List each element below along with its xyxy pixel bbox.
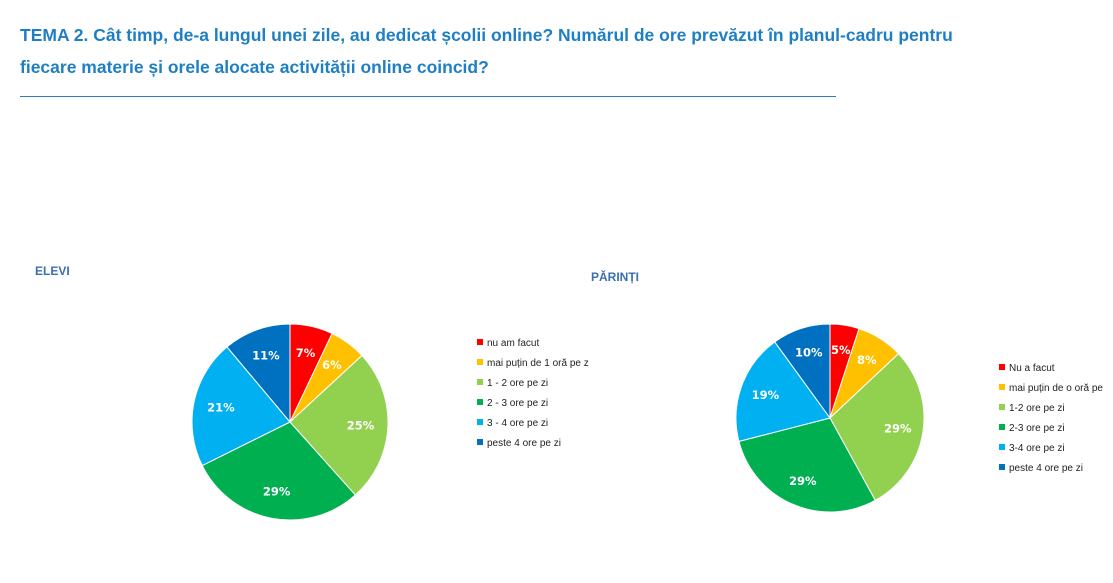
elevi-slice-3-4-ore-pe-zi <box>191 346 291 467</box>
parinti-slice-1-2-ore-pe-zi <box>829 352 925 502</box>
parinti-slice-2-3-ore-pe-zi <box>738 417 876 513</box>
parinti-legend-item-3-4-ore-pe-zi: 3-4 ore pe zi <box>999 439 1103 459</box>
parinti-slice-peste-4-ore-pe-zi <box>774 323 831 420</box>
parinti-legend-swatch <box>999 384 1005 390</box>
parinti-legend-swatch <box>999 464 1005 470</box>
elevi-slice-peste-4-ore-pe-zi <box>226 323 291 424</box>
parinti-legend-label: 1-2 ore pe zi <box>1009 403 1065 414</box>
page-title-line-1: TEMA 2. Cât timp, de-a lungul unei zile,… <box>20 25 953 45</box>
elevi-legend-label: 1 - 2 ore pe zi <box>487 378 549 389</box>
elevi-chart-title: ELEVI <box>35 264 70 278</box>
parinti-legend-swatch <box>999 364 1005 370</box>
elevi-legend-item-2-3-ore-pe-zi: 2 - 3 ore pe zi <box>477 394 589 414</box>
parinti-legend-item-nu-a-facut: Nu a facut <box>999 359 1103 379</box>
parinti-data-label-peste-4-ore-pe-zi: 10% <box>795 346 823 360</box>
parinti-legend-item-2-3-ore-pe-zi: 2-3 ore pe zi <box>999 419 1103 439</box>
elevi-legend-label: 3 - 4 ore pe zi <box>487 418 549 429</box>
elevi-legend: nu am facut mai puțin de 1 oră pe zi 1 - 2… <box>477 334 589 454</box>
elevi-data-label-mai-putin-de-1-ora-pe-zi: 6% <box>322 358 342 372</box>
elevi-legend-label: peste 4 ore pe zi <box>487 438 561 449</box>
elevi-legend-item-peste-4-ore-pe-zi: peste 4 ore pe zi <box>477 434 589 454</box>
elevi-legend-swatch <box>477 399 483 405</box>
elevi-legend-item-1-2-ore-pe-zi: 1 - 2 ore pe zi <box>477 374 589 394</box>
parinti-chart-title: PĂRINȚI <box>591 270 639 284</box>
elevi-legend-swatch <box>477 379 483 385</box>
elevi-legend-label: 2 - 3 ore pe zi <box>487 398 549 409</box>
elevi-data-label-nu-am-facut: 7% <box>296 346 316 360</box>
parinti-pie-chart: 5% 8% 29% 29% 19% 10% <box>735 323 925 513</box>
parinti-legend-item-mai-putin-de-o-ora-pe-zi: mai puțin de o oră pe zi <box>999 379 1103 399</box>
parinti-data-label-2-3-ore-pe-zi: 29% <box>789 474 817 488</box>
parinti-data-label-3-4-ore-pe-zi: 19% <box>752 388 780 402</box>
parinti-legend-label: 2-3 ore pe zi <box>1009 423 1065 434</box>
parinti-legend-label: Nu a facut <box>1009 363 1055 374</box>
parinti-legend-swatch <box>999 424 1005 430</box>
page-title: TEMA 2. Cât timp, de-a lungul unei zile,… <box>20 19 1113 83</box>
parinti-legend-label: peste 4 ore pe zi <box>1009 463 1083 474</box>
parinti-legend-item-peste-4-ore-pe-zi: peste 4 ore pe zi <box>999 459 1103 479</box>
elevi-pie-chart: 7% 6% 25% 29% 21% 11% <box>191 323 389 521</box>
elevi-slice-1-2-ore-pe-zi <box>289 354 389 496</box>
elevi-legend-item-mai-putin-de-1-ora-pe-zi: mai puțin de 1 oră pe zi <box>477 354 589 374</box>
parinti-legend-item-1-2-ore-pe-zi: 1-2 ore pe zi <box>999 399 1103 419</box>
elevi-legend-item-nu-am-facut: nu am facut <box>477 334 589 354</box>
page-title-line-2: fiecare materie și orele alocate activit… <box>20 57 489 77</box>
parinti-legend-swatch <box>999 444 1005 450</box>
parinti-legend-label: mai puțin de o oră pe zi <box>1009 383 1103 394</box>
parinti-legend: Nu a facut mai puțin de o oră pe zi 1-2 or… <box>999 359 1103 479</box>
elevi-legend-label: nu am facut <box>487 338 540 349</box>
elevi-legend-item-3-4-ore-pe-zi: 3 - 4 ore pe zi <box>477 414 589 434</box>
parinti-data-label-mai-putin-de-o-ora-pe-zi: 8% <box>857 353 877 367</box>
elevi-data-label-1-2-ore-pe-zi: 25% <box>347 418 375 432</box>
parinti-slice-3-4-ore-pe-zi <box>735 341 831 442</box>
parinti-legend-swatch <box>999 404 1005 410</box>
title-divider <box>20 96 836 97</box>
elevi-data-label-peste-4-ore-pe-zi: 11% <box>252 349 280 363</box>
elevi-legend-swatch <box>477 339 483 345</box>
parinti-data-label-1-2-ore-pe-zi: 29% <box>884 422 912 436</box>
elevi-legend-label: mai puțin de 1 oră pe zi <box>487 358 589 369</box>
elevi-slice-2-3-ore-pe-zi <box>201 421 357 521</box>
elevi-legend-swatch <box>477 439 483 445</box>
elevi-legend-swatch <box>477 419 483 425</box>
elevi-data-label-3-4-ore-pe-zi: 21% <box>207 401 235 415</box>
elevi-data-label-2-3-ore-pe-zi: 29% <box>263 484 291 498</box>
parinti-legend-label: 3-4 ore pe zi <box>1009 443 1065 454</box>
parinti-data-label-nu-a-facut: 5% <box>831 343 851 357</box>
elevi-legend-swatch <box>477 359 483 365</box>
